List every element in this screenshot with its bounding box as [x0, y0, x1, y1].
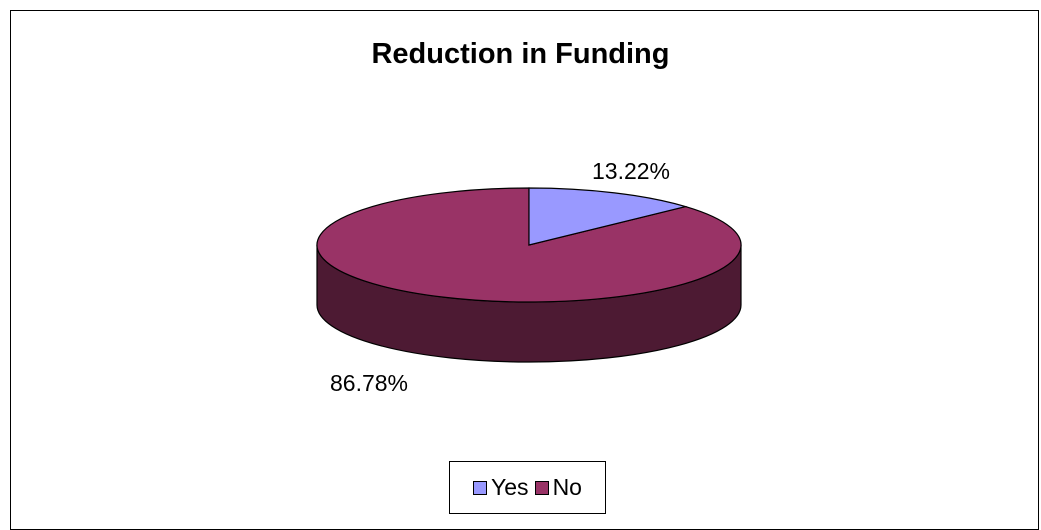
legend-label-no: No — [552, 474, 582, 500]
data-label-no: 86.78% — [330, 370, 409, 396]
pie-chart — [316, 187, 742, 363]
pie-slice-no — [316, 187, 742, 303]
legend-label-yes: Yes — [491, 474, 529, 500]
pie-slice-yes — [528, 187, 688, 246]
legend-swatch-no — [534, 480, 549, 495]
legend-entry-no: No — [534, 474, 582, 501]
legend: Yes No — [449, 461, 606, 514]
legend-entry-yes: Yes — [473, 474, 529, 501]
legend-swatch-yes — [473, 480, 488, 495]
chart-title: Reduction in Funding — [371, 38, 670, 70]
data-label-yes: 13.22% — [592, 158, 671, 184]
